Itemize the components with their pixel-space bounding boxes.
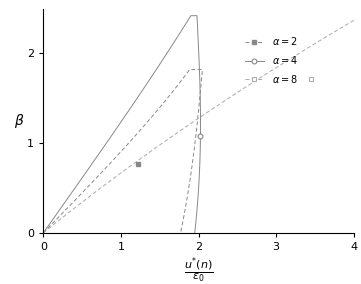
Legend: $\alpha = 2$, $\alpha = 4$, $\alpha = 8$: $\alpha = 2$, $\alpha = 4$, $\alpha = 8$ xyxy=(241,31,302,89)
X-axis label: $\dfrac{u^{*}(n)}{\varepsilon_0}$: $\dfrac{u^{*}(n)}{\varepsilon_0}$ xyxy=(184,255,213,284)
Y-axis label: β: β xyxy=(14,114,23,128)
